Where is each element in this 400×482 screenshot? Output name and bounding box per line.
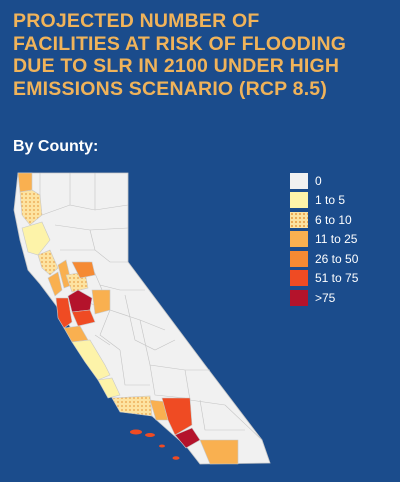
title-line-1: PROJECTED NUMBER OF: [13, 10, 260, 32]
county-yolo: [71, 261, 96, 279]
county-san-diego: [199, 439, 239, 465]
county-san-luis-obispo: [97, 377, 121, 399]
legend-label: >75: [315, 290, 336, 305]
legend-label: 6 to 10: [315, 212, 352, 227]
county-san-joaquin: [91, 289, 111, 315]
legend-item: 6 to 10: [290, 210, 358, 230]
county-mendocino: [21, 221, 51, 256]
county-sonoma: [37, 249, 59, 276]
title-line-4: EMISSIONS SCENARIO (RCP 8.5): [13, 77, 328, 100]
map-legend: 0 1 to 5 6 to 10 11 to 25 26 to 50 51 to…: [290, 171, 358, 308]
legend-swatch: [290, 211, 308, 228]
county-humboldt: [19, 189, 43, 226]
legend-swatch: [290, 172, 308, 189]
legend-swatch: [290, 250, 308, 267]
map-subtitle: By County:: [13, 138, 99, 155]
legend-item: 11 to 25: [290, 230, 358, 250]
legend-label: 26 to 50: [315, 251, 359, 266]
title-line-3: DUE TO SLR IN 2100 UNDER HIGH: [13, 55, 340, 77]
legend-label: 11 to 25: [315, 232, 358, 247]
legend-item: 1 to 5: [290, 191, 358, 211]
legend-swatch: [290, 270, 308, 287]
legend-swatch: [290, 289, 308, 306]
legend-item: 51 to 75: [290, 269, 358, 289]
legend-item: 26 to 50: [290, 249, 358, 269]
county-monterey: [71, 339, 111, 381]
legend-swatch: [290, 192, 308, 209]
legend-swatch: [290, 231, 308, 248]
channel-islands: [130, 429, 180, 460]
county-marin: [47, 271, 63, 297]
california-state-outline: [13, 172, 271, 465]
county-alameda: [71, 309, 96, 327]
county-contra-costa: [67, 289, 93, 313]
legend-item: 0: [290, 171, 358, 191]
legend-label: 0: [315, 173, 322, 188]
legend-label: 51 to 75: [315, 271, 359, 286]
legend-item: >75: [290, 288, 358, 308]
county-san-mateo: [55, 297, 73, 329]
title-line-2: FACILITIES AT RISK OF FLOODING: [13, 32, 347, 55]
county-del-norte: [17, 172, 33, 193]
county-santa-barbara: [111, 395, 153, 417]
county-fills: [17, 172, 239, 465]
map-title: PROJECTED NUMBER OF FACILITIES AT RISK O…: [13, 10, 393, 100]
county-los-angeles: [161, 397, 193, 436]
legend-label: 1 to 5: [315, 193, 346, 208]
